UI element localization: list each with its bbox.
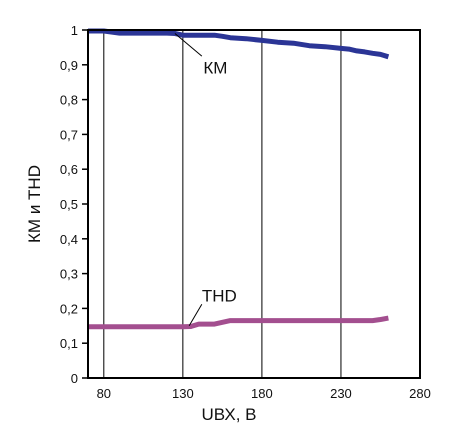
y-tick-label: 0,4 (60, 232, 78, 247)
y-tick-label: 0,9 (60, 58, 78, 73)
thd-label: THD (202, 286, 237, 305)
y-tick-label: 0,3 (60, 267, 78, 282)
y-tick-label: 0,5 (60, 197, 78, 212)
series-line-thd (88, 315, 389, 330)
km-leader-line (174, 33, 203, 57)
km-label: КМ (203, 59, 227, 78)
y-tick-label: 1 (71, 23, 78, 38)
plot-area (87, 29, 421, 379)
y-tick-label: 0,8 (60, 93, 78, 108)
series-line-km (88, 28, 390, 60)
y-tick-label: 0,2 (60, 301, 78, 316)
x-axis-title: UВХ, В (202, 405, 257, 424)
thd-leader-line (188, 303, 203, 327)
y-tick-label: 0,6 (60, 162, 78, 177)
y-tick-label: 0 (71, 371, 78, 386)
y-axis-title: КМ и THD (25, 165, 44, 243)
x-tick-label: 230 (330, 386, 352, 401)
series-labels: КМ THD (174, 33, 237, 327)
x-tick-label: 280 (409, 386, 431, 401)
tick-labels: 80 130 180 230 280 0 0,1 0,2 0,3 0,4 0,5 0,6 0,7 0,8 0… (60, 23, 431, 401)
x-tick-label: 130 (172, 386, 194, 401)
y-tick-label: 0,7 (60, 127, 78, 142)
x-tick-label: 80 (97, 386, 111, 401)
x-tick-label: 180 (251, 386, 273, 401)
y-tick-label: 0,1 (60, 336, 78, 351)
series-lines (88, 28, 390, 330)
